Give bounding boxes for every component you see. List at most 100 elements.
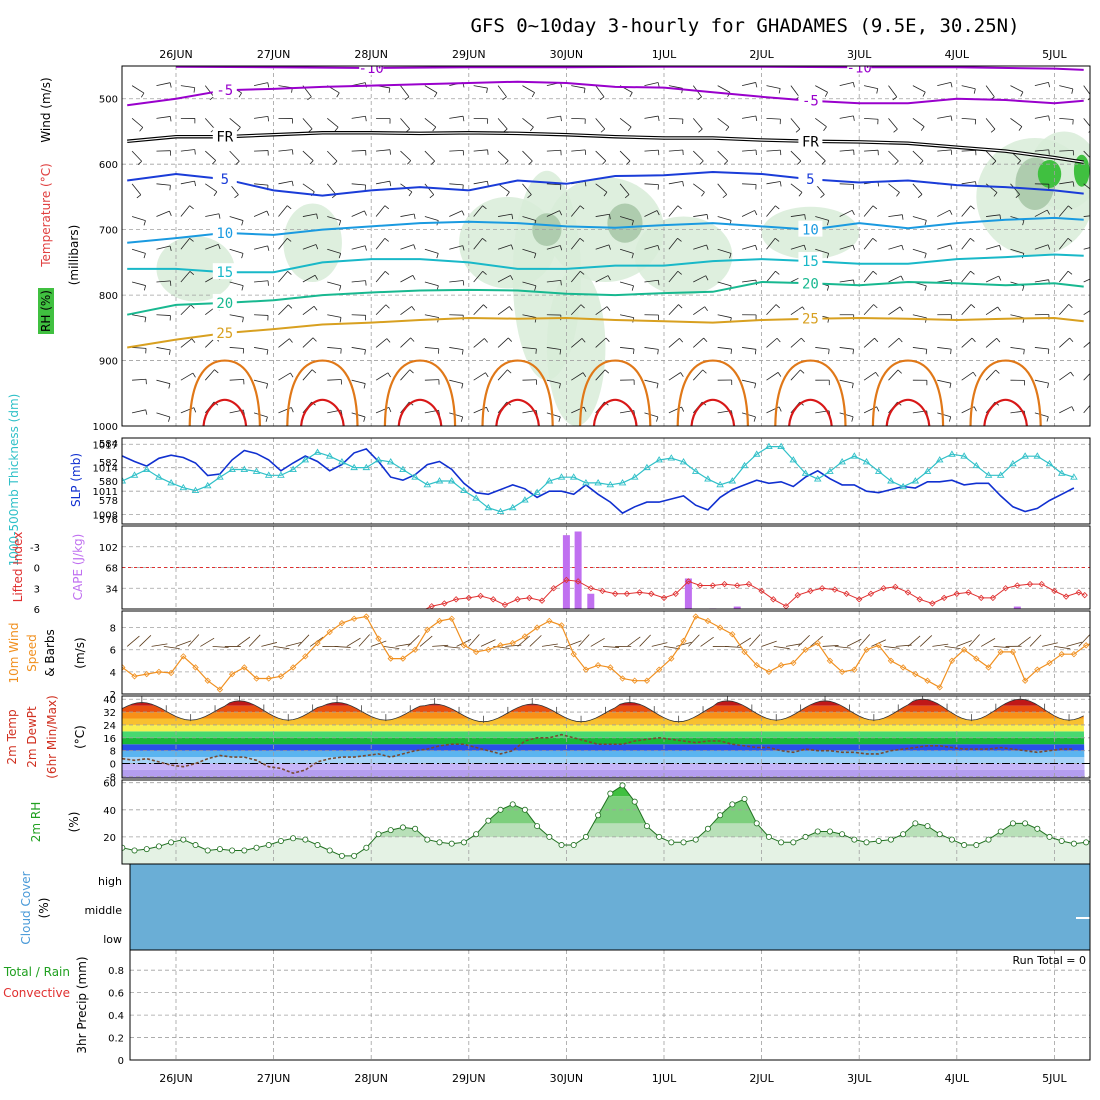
wind-barb [619,281,634,287]
wind-barb [424,85,438,94]
wind-barb-flag [168,416,171,422]
wind-barb-flag [583,88,586,94]
wind-barb [595,150,607,162]
temperature-lobe [579,359,652,426]
wind-barb-flag [559,245,563,251]
wind-barb-flag [386,338,391,343]
surface-barb [297,634,310,647]
wind-barb [1083,341,1090,348]
wind-speed-point [826,657,834,664]
wind-barb-flag [190,304,195,309]
wind-barb [595,183,608,193]
rh-point [692,836,699,843]
rh-point [509,801,516,808]
wind-barb-flag [722,194,727,199]
wind-speed-point [655,666,663,673]
date-label-bottom: 4JUL [945,1072,970,1085]
wind-barb-flag [725,126,730,132]
rh-point [253,844,260,851]
date-label-top: 5JUL [1042,48,1067,61]
rh-shade-dark [607,203,643,243]
wind-barb [156,245,171,250]
wind-barb [839,379,854,384]
wind-barb [961,238,971,250]
wind-axis-label-1: 10m Wind [7,623,21,684]
wind-barb [204,118,215,130]
temperature-lobe [592,398,638,426]
thickness-point [557,473,566,480]
temperature-lobe [397,398,443,426]
wind-speed-point [582,666,590,673]
wind-barb [351,280,366,283]
thickness-point [179,483,188,491]
thickness-point [216,473,224,480]
wind-barb-flag [584,181,587,187]
wind-barb [717,281,732,287]
contour-label: 20 [802,276,819,292]
wind-barb-flag [1022,220,1025,226]
wind-speed-point [594,662,602,669]
wind-barb [1034,81,1049,87]
wind-barb [522,118,534,128]
y-tick-precip: 0.2 [108,1034,124,1045]
wind-barb [254,280,269,283]
wind-barb [473,304,484,316]
thickness-point [521,496,529,503]
wind-barb-flag [314,275,318,280]
wind-barb-flag [853,279,855,285]
wind-speed-point [680,637,687,645]
wind-barb-flag [701,191,705,197]
wind-barb-flag [140,92,145,98]
thickness-point [228,465,236,472]
wind-barb [327,216,341,221]
wind-barb [1034,244,1049,250]
rh-point [168,839,175,846]
wind-barb [692,369,704,381]
wind-barb-flag [506,191,510,197]
wind-barb-flag [875,372,879,377]
wind-unit-label: (m/s) [73,637,87,668]
wind-barb-flag [730,349,732,355]
temperature-lobe [383,359,457,426]
wind-barb-flag [1068,205,1073,210]
wind-barb-flag [145,409,148,415]
wind-barb-flag [558,383,561,389]
wind-speed-point [887,657,895,664]
wind-plot [122,611,1090,694]
contour-label: 10 [216,226,233,242]
temp-axis-label-3: (6hr Min/Max) [45,695,59,779]
precip-axis-label: 3hr Precip (mm) [75,956,89,1053]
cloud-unit-label: (%) [37,898,51,919]
temp-line [122,698,1084,723]
wind-speed-point [924,677,931,684]
wind-barb-flag [853,115,855,121]
wind-barb-flag [995,369,1000,374]
wind-barb-flag [143,220,146,226]
wind-speed-point [643,677,651,684]
thickness-point [996,471,1005,478]
wind-barb-flag [508,337,513,342]
surface-barb [883,646,900,649]
rh-point [155,843,162,850]
li-point [880,585,887,592]
wind-speed-point [899,664,907,671]
wind-barb [790,214,805,217]
wind-barb [1010,314,1025,319]
rh-point [229,847,236,854]
thickness-point [740,461,749,469]
wind-barb-flag [680,372,684,377]
li-point [734,582,741,589]
wind-barb-flag [267,82,270,88]
wind-barb-flag [1048,82,1051,88]
contour-label: 10 [802,223,819,239]
wind-barb [449,245,463,250]
wind-barb [742,115,756,119]
wind-barb [351,115,366,119]
wind-barb [668,85,683,89]
wind-barb-flag [193,407,197,413]
rh-shade-dark [532,213,562,246]
wind-barb [278,338,290,348]
temp-color-band [122,712,1085,719]
li-point [1038,580,1045,588]
wind-barb-flag [388,87,391,93]
